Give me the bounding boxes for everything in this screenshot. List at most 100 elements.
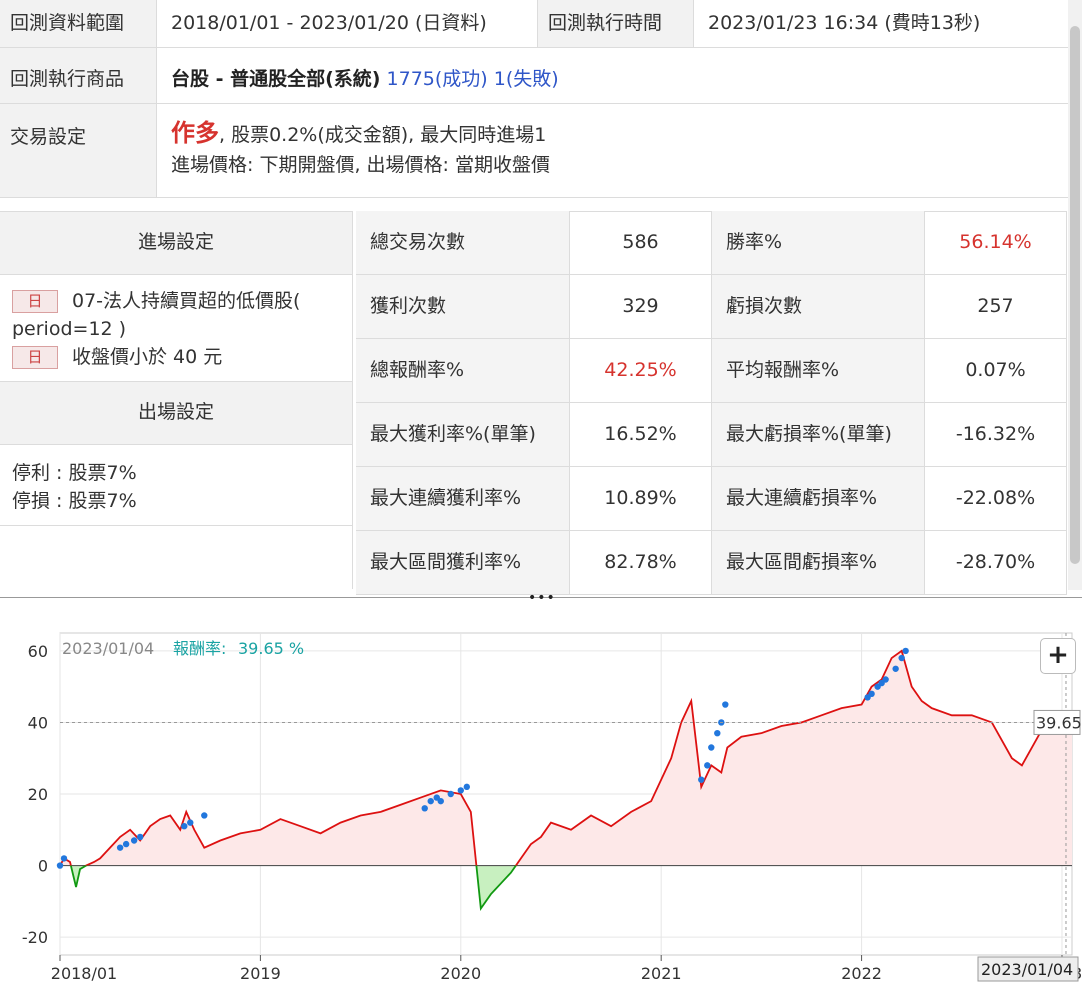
trade-label: 交易設定 (0, 104, 157, 197)
new-high-marker (457, 787, 464, 794)
pane-splitter[interactable] (0, 597, 1082, 598)
new-high-marker (882, 676, 889, 683)
stat-label: 總交易次數 (356, 211, 570, 275)
return-line-positive (60, 649, 1072, 866)
tooltip-date: 2023/01/04 (62, 639, 154, 658)
stat-label: 最大連續虧損率% (712, 467, 925, 531)
new-high-marker (698, 776, 705, 783)
tooltip-value: 39.65 % (238, 639, 304, 658)
new-high-marker (714, 729, 721, 737)
new-high-marker (201, 812, 208, 819)
stat-value: 586 (570, 211, 712, 275)
settings-panel: 進場設定 日 07-法人持續買超的低價股( period=12 ) 日收盤價小於 … (0, 211, 353, 589)
stat-value: 56.14% (925, 211, 1067, 275)
entry-list: 日 07-法人持續買超的低價股( period=12 ) 日收盤價小於 40 元 (12, 287, 347, 371)
stat-value: -28.70% (925, 531, 1067, 595)
x-tick-label: 2020 (440, 964, 481, 983)
trade-line1: , 股票0.2%(成交金額), 最大同時進場1 (219, 124, 547, 146)
stat-value: 16.52% (570, 403, 712, 467)
new-high-marker (868, 690, 875, 698)
daily-tag: 日 (12, 290, 58, 313)
info-row-product: 回測執行商品 台股 - 普通股全部(系統) 1775(成功) 1(失敗) (0, 48, 1068, 104)
panel-scrollbar[interactable] (1068, 0, 1082, 590)
entry-item: 日 07-法人持續買超的低價股( (12, 287, 347, 315)
y-tick-label: 20 (28, 785, 48, 804)
splitter-handle-icon[interactable]: ••• (528, 590, 556, 606)
take-profit: 停利 : 股票7% (12, 462, 137, 484)
entry-header: 進場設定 (0, 211, 352, 275)
stat-label: 平均報酬率% (712, 339, 925, 403)
y-tick-label: 0 (38, 857, 48, 876)
product-fail-link[interactable]: 1(失敗) (493, 68, 559, 90)
stat-value: -22.08% (925, 467, 1067, 531)
cursor-date-label: 2023/01/04 (981, 960, 1073, 979)
new-high-marker (421, 805, 428, 812)
product-name: 台股 - 普通股全部(系統) (171, 68, 381, 90)
new-high-marker (56, 862, 64, 869)
return-chart[interactable]: 6040200-202018/0120192020202120222023202… (0, 600, 1082, 992)
range-value: 2018/01/01 - 2023/01/20 (日資料) (171, 12, 487, 34)
product-value: 台股 - 普通股全部(系統) 1775(成功) 1(失敗) (157, 48, 559, 103)
current-value-label: 39.65 (1036, 713, 1082, 732)
x-tick-label: 2022 (841, 964, 882, 983)
zoom-in-button[interactable]: + (1040, 638, 1076, 674)
stat-label: 獲利次數 (356, 275, 570, 339)
stat-label: 最大區間獲利率% (356, 531, 570, 595)
stat-label: 最大獲利率%(單筆) (356, 403, 570, 467)
new-high-marker (187, 819, 194, 826)
new-high-marker (708, 744, 715, 751)
trade-value: 作多, 股票0.2%(成交金額), 最大同時進場1 進場價格: 下期開盤價, 出… (157, 104, 550, 197)
trade-line2: 進場價格: 下期開盤價, 出場價格: 當期收盤價 (171, 154, 550, 176)
new-high-marker (427, 797, 434, 805)
stat-value: 257 (925, 275, 1067, 339)
stat-label: 最大虧損率%(單筆) (712, 403, 925, 467)
current-value-box (1033, 709, 1081, 735)
exit-list: 停利 : 股票7% 停損 : 股票7% (12, 459, 137, 515)
y-tick-label: -20 (22, 928, 48, 947)
new-high-marker (902, 647, 909, 655)
daily-tag: 日 (12, 346, 58, 369)
range-label: 回測資料範圍 (0, 0, 157, 47)
product-success-link[interactable]: 1775(成功) (386, 68, 488, 90)
new-high-marker (181, 823, 188, 830)
new-high-marker (122, 840, 130, 848)
stat-label: 虧損次數 (712, 275, 925, 339)
stat-value: 42.25% (570, 339, 712, 403)
new-high-marker (704, 762, 711, 769)
y-tick-label: 60 (28, 642, 48, 661)
positive-area-fill (60, 650, 1072, 866)
stat-label: 勝率% (712, 211, 925, 275)
tooltip-label: 報酬率: (173, 639, 226, 658)
exec-time-label: 回測執行時間 (537, 0, 694, 47)
stat-label: 總報酬率% (356, 339, 570, 403)
scrollbar-thumb[interactable] (1070, 26, 1080, 564)
new-high-marker (60, 855, 68, 862)
stat-value: 0.07% (925, 339, 1067, 403)
stat-value: 82.78% (570, 531, 712, 595)
new-high-marker (892, 665, 899, 672)
stat-value: 10.89% (570, 467, 712, 531)
new-high-marker (130, 837, 138, 844)
stat-value: -16.32% (925, 403, 1067, 467)
new-high-marker (116, 844, 124, 851)
new-high-marker (463, 783, 471, 791)
stop-loss: 停損 : 股票7% (12, 490, 137, 512)
entry-item-text: 07-法人持續買超的低價股( (72, 290, 301, 312)
entry-item-text: 收盤價小於 40 元 (72, 346, 223, 368)
divider (0, 525, 352, 526)
entry-item: 日收盤價小於 40 元 (12, 343, 347, 371)
x-tick-label: 2019 (240, 964, 281, 983)
x-tick-label: 2021 (641, 964, 682, 983)
new-high-marker (722, 701, 729, 708)
x-tick-label: 2018/01 (51, 964, 117, 983)
entry-item-text-cont: period=12 ) (12, 318, 127, 340)
stat-label: 最大區間虧損率% (712, 531, 925, 595)
y-tick-label: 40 (28, 713, 48, 732)
trade-direction: 作多 (171, 119, 219, 147)
product-label: 回測執行商品 (0, 48, 157, 103)
exit-header: 出場設定 (0, 381, 352, 445)
exec-time-value: 2023/01/23 16:34 (費時13秒) (708, 12, 981, 34)
info-row-trade: 交易設定 作多, 股票0.2%(成交金額), 最大同時進場1 進場價格: 下期開… (0, 104, 1068, 198)
cursor-date-box (977, 956, 1079, 982)
stat-label: 最大連續獲利率% (356, 467, 570, 531)
